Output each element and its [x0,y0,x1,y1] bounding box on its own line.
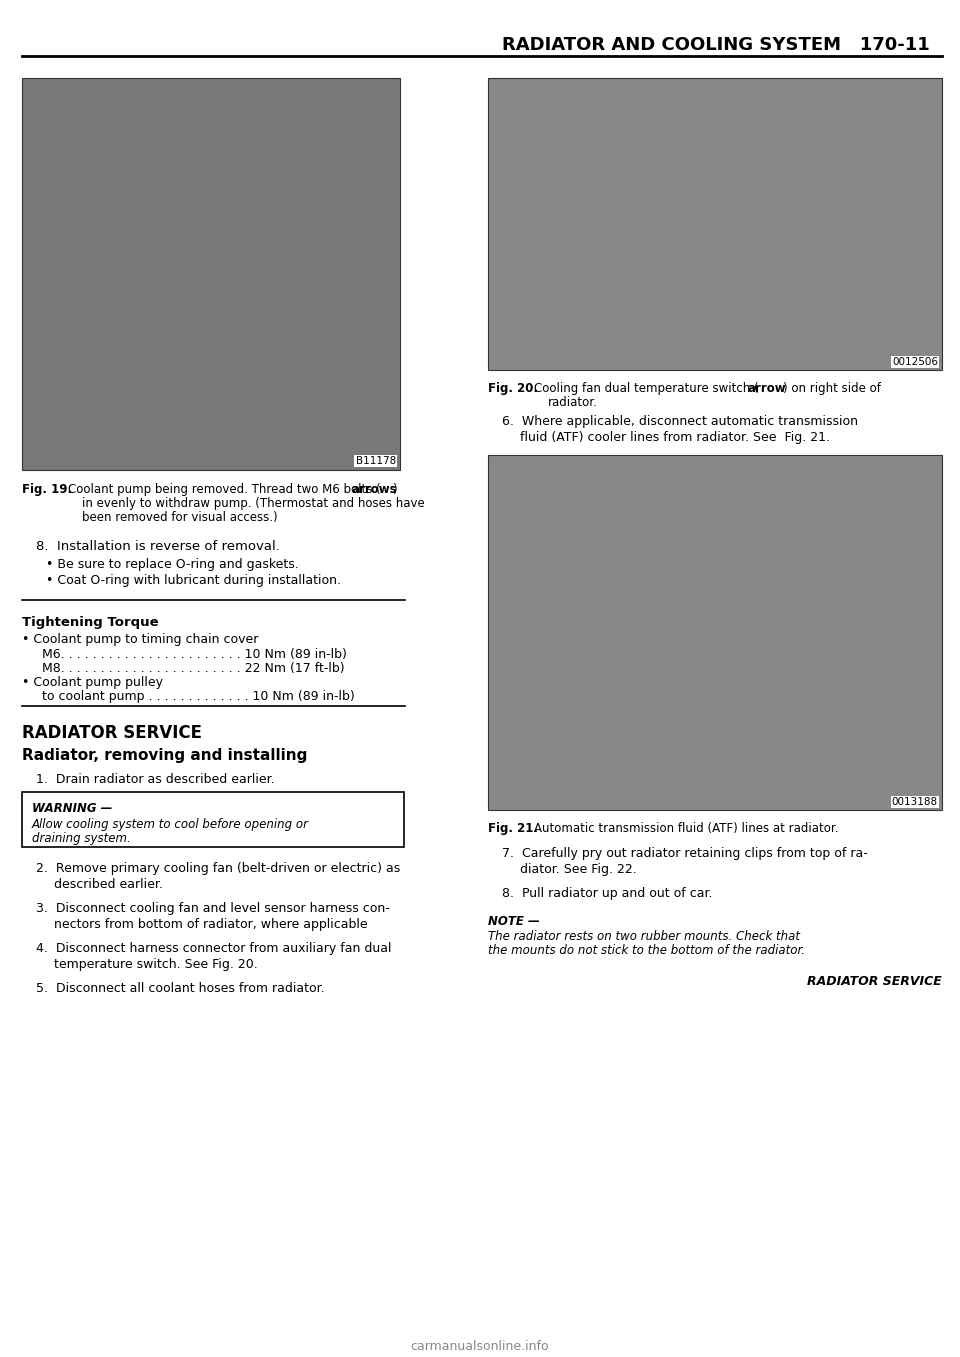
Text: been removed for visual access.): been removed for visual access.) [82,512,277,524]
Text: Fig. 20.: Fig. 20. [488,383,538,395]
Text: Cooling fan dual temperature switch (: Cooling fan dual temperature switch ( [534,383,758,395]
Text: 8.  Pull radiator up and out of car.: 8. Pull radiator up and out of car. [502,887,712,900]
Text: M6. . . . . . . . . . . . . . . . . . . . . . . 10 Nm (89 in-lb): M6. . . . . . . . . . . . . . . . . . . … [42,649,347,661]
Text: 5.  Disconnect all coolant hoses from radiator.: 5. Disconnect all coolant hoses from rad… [36,982,324,995]
Text: arrows: arrows [352,483,397,497]
Text: 0013188: 0013188 [892,797,938,807]
Text: 6.  Where applicable, disconnect automatic transmission: 6. Where applicable, disconnect automati… [502,415,858,427]
Text: arrow: arrow [748,383,786,395]
Text: in evenly to withdraw pump. (Thermostat and hoses have: in evenly to withdraw pump. (Thermostat … [82,497,424,510]
Text: draining system.: draining system. [32,832,131,845]
Text: Coolant pump being removed. Thread two M6 bolts (: Coolant pump being removed. Thread two M… [68,483,381,497]
Text: 2.  Remove primary cooling fan (belt-driven or electric) as: 2. Remove primary cooling fan (belt-driv… [36,862,400,875]
Text: 3.  Disconnect cooling fan and level sensor harness con-: 3. Disconnect cooling fan and level sens… [36,902,390,915]
Text: temperature switch. See Fig. 20.: temperature switch. See Fig. 20. [54,958,257,972]
Text: ) on right side of: ) on right side of [783,383,881,395]
Text: to coolant pump . . . . . . . . . . . . . 10 Nm (89 in-lb): to coolant pump . . . . . . . . . . . . … [42,689,355,703]
Text: nectors from bottom of radiator, where applicable: nectors from bottom of radiator, where a… [54,917,368,931]
Text: • Coat O-ring with lubricant during installation.: • Coat O-ring with lubricant during inst… [46,574,341,588]
Text: Allow cooling system to cool before opening or: Allow cooling system to cool before open… [32,818,309,830]
Text: 1.  Drain radiator as described earlier.: 1. Drain radiator as described earlier. [36,773,275,786]
Text: diator. See Fig. 22.: diator. See Fig. 22. [520,863,636,877]
Text: • Coolant pump pulley: • Coolant pump pulley [22,676,163,689]
Text: 8.  Installation is reverse of removal.: 8. Installation is reverse of removal. [36,540,280,554]
Text: Tightening Torque: Tightening Torque [22,616,158,630]
Text: ): ) [392,483,396,497]
Text: 0012506: 0012506 [892,357,938,366]
Text: RADIATOR SERVICE: RADIATOR SERVICE [22,725,202,742]
Bar [488,77,942,370]
Text: Radiator, removing and installing: Radiator, removing and installing [22,748,307,763]
Text: • Coolant pump to timing chain cover: • Coolant pump to timing chain cover [22,632,258,646]
Text: WARNING —: WARNING — [32,802,112,816]
Text: described earlier.: described earlier. [54,878,163,892]
Text: 7.  Carefully pry out radiator retaining clips from top of ra-: 7. Carefully pry out radiator retaining … [502,847,868,860]
Text: 4.  Disconnect harness connector from auxiliary fan dual: 4. Disconnect harness connector from aux… [36,942,392,955]
Text: fluid (ATF) cooler lines from radiator. See  Fig. 21.: fluid (ATF) cooler lines from radiator. … [520,432,830,444]
Text: NOTE —: NOTE — [488,915,540,928]
Bar [22,792,404,847]
Text: the mounts do not stick to the bottom of the radiator.: the mounts do not stick to the bottom of… [488,944,805,957]
Text: M8. . . . . . . . . . . . . . . . . . . . . . . 22 Nm (17 ft-lb): M8. . . . . . . . . . . . . . . . . . . … [42,662,345,674]
Text: Automatic transmission fluid (ATF) lines at radiator.: Automatic transmission fluid (ATF) lines… [534,822,838,835]
Text: • Be sure to replace O-ring and gaskets.: • Be sure to replace O-ring and gaskets. [46,558,299,571]
Text: B11178: B11178 [356,456,396,465]
Text: Fig. 19.: Fig. 19. [22,483,72,497]
Text: RADIATOR SERVICE: RADIATOR SERVICE [807,974,942,988]
Text: RADIATOR AND COOLING SYSTEM   170-11: RADIATOR AND COOLING SYSTEM 170-11 [502,37,930,54]
Text: The radiator rests on two rubber mounts. Check that: The radiator rests on two rubber mounts.… [488,930,800,943]
Text: Fig. 21.: Fig. 21. [488,822,538,835]
Text: radiator.: radiator. [548,396,598,408]
Bar [488,455,942,810]
Bar [22,77,400,470]
Text: carmanualsonline.info: carmanualsonline.info [411,1339,549,1353]
